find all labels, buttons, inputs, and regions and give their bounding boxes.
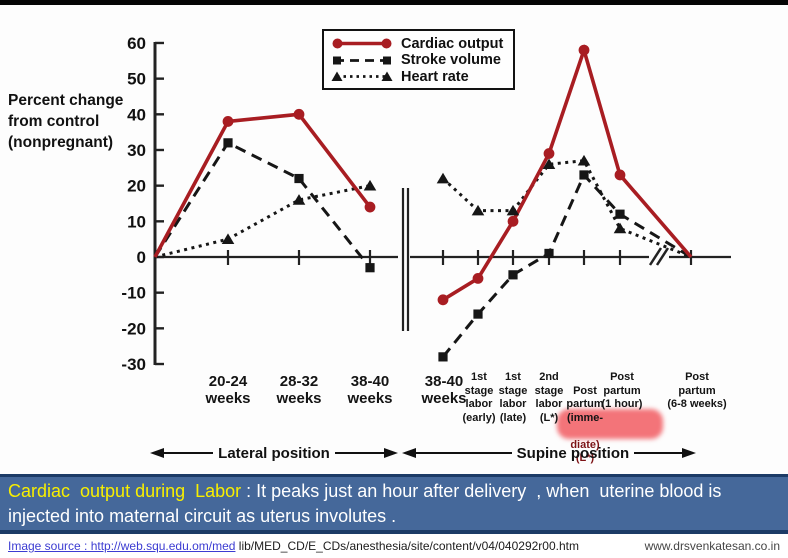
y-tick-label: 60 [127, 34, 146, 53]
x-label-lateral-28-32-weeks: 28-32 weeks [276, 373, 322, 407]
heart-rate-point [292, 194, 306, 205]
stroke-volume-point [508, 270, 518, 280]
stroke-volume-point [473, 309, 483, 319]
cardiac-output-point [507, 215, 519, 227]
stroke-volume-line-sample-icon [333, 56, 391, 64]
arrow-line [164, 451, 214, 455]
axis-break-slash-icon [648, 247, 663, 266]
x-label-1st-stage-late: 1st stage labor (late) [498, 371, 528, 424]
arrow-line [416, 451, 512, 455]
legend-label-cardiac-output: Cardiac output [401, 35, 504, 52]
heart-rate-point [471, 204, 485, 216]
legend-label-stroke-volume: Stroke volume [401, 52, 501, 68]
lateral-position-arrow: Lateral position [150, 444, 398, 462]
x-label-post-partum-immediate-top: Post partum (imme- [566, 384, 604, 424]
x-label-post-partum-immediate-highlighted: diate) (L*) [570, 438, 600, 465]
y-tick-label: -20 [121, 319, 146, 338]
caption-body: : It peaks just an hour after delivery ,… [8, 481, 727, 526]
arrow-line [334, 451, 384, 455]
heart-rate-point [436, 172, 450, 184]
stroke-volume-point [544, 248, 554, 259]
website-credit: www.drsvenkatesan.co.in [644, 539, 780, 553]
cardiac-output-point [364, 201, 376, 213]
heart-rate-point [613, 222, 627, 234]
legend-row-heart-rate: Heart rate [331, 68, 507, 85]
stroke-volume-point [223, 138, 233, 148]
supine-position-label: Supine position [516, 444, 630, 462]
axis-break-slash-icon [655, 247, 670, 266]
image-source-link[interactable]: Image source : http://web.squ.edu.om/med [8, 539, 236, 553]
y-tick-label: 0 [137, 248, 146, 267]
supine-position-arrow: Supine position [402, 444, 696, 462]
legend-row-stroke-volume: Stroke volume [331, 52, 507, 68]
y-tick-label: 30 [127, 141, 146, 160]
heart-rate-point [542, 158, 556, 170]
stroke-volume-point [365, 263, 375, 273]
x-label-lateral-38-40-weeks: 38-40 weeks [347, 373, 393, 407]
cardiac-output-point [437, 294, 449, 306]
stroke-volume-line-lateral [153, 140, 372, 269]
stroke-volume-point [615, 209, 625, 219]
heart-rate-point [506, 204, 520, 216]
y-axis-title: Percent change from control (nonpregnant… [8, 92, 124, 151]
footer-bar: Image source : http://web.squ.edu.om/med… [0, 534, 788, 558]
heart-rate-line-lateral [154, 184, 371, 259]
cardiac-output-point [578, 44, 590, 56]
cardiac-output-point [614, 169, 626, 181]
arrow-right-icon [682, 448, 696, 458]
y-tick-label: 10 [127, 212, 146, 231]
cardiac-output-point [293, 108, 305, 120]
y-tick-label: -30 [121, 355, 146, 374]
heart-rate-line-sample-icon [331, 71, 393, 81]
cardiac-output-point [543, 148, 555, 159]
arrow-left-icon [402, 448, 416, 458]
caption-title: Cardiac output during Labor [8, 481, 242, 501]
x-label-lateral-20-24-weeks: 20-24 weeks [205, 373, 251, 407]
cardiac-output-point [222, 116, 234, 127]
y-tick-label: 50 [127, 70, 146, 89]
cardiac-output-line-lateral [153, 112, 372, 258]
top-border-strip [0, 0, 788, 5]
heart-rate-point [363, 179, 377, 191]
x-label-supine-38-40-weeks: 38-40 weeks [421, 373, 467, 407]
x-label-2nd-stage: 2nd stage labor (L*) [534, 371, 564, 424]
stroke-volume-line-supine [441, 172, 692, 358]
x-label-post-partum-6-8-weeks: Post partum (6-8 weeks) [667, 371, 727, 410]
y-tick-label: 20 [127, 177, 146, 196]
y-tick-label: -10 [121, 284, 146, 303]
chart-canvas: 60 50 40 30 20 10 0 -10 -20 -30 [121, 34, 731, 374]
stroke-volume-point [294, 173, 304, 184]
x-label-1st-stage-early: 1st stage labor (early) [462, 371, 496, 424]
arrow-right-icon [384, 448, 398, 458]
legend-label-heart-rate: Heart rate [401, 68, 469, 85]
stroke-volume-point [438, 352, 448, 362]
arrow-line [634, 451, 682, 455]
postpartum-immediate-highlight [557, 409, 663, 439]
x-label-post-partum-1-hour: Post partum (1 hour) [601, 371, 643, 410]
y-tick-label: 40 [127, 105, 146, 124]
heart-rate-point [577, 154, 591, 166]
x-label-post-partum-immediate: Post partum (imme- diate) (L*) [566, 371, 603, 479]
lateral-position-label: Lateral position [218, 444, 330, 462]
arrow-left-icon [150, 448, 164, 458]
cardiac-output-line-sample-icon [332, 38, 392, 49]
caption-band: Cardiac output during Labor : It peaks j… [0, 474, 788, 534]
cardiac-output-point [472, 273, 484, 284]
chart-legend: Cardiac output Stroke volume Heart rate [322, 29, 515, 90]
legend-row-cardiac-output: Cardiac output [331, 35, 507, 52]
heart-rate-point [221, 233, 235, 244]
stroke-volume-point [579, 170, 589, 180]
image-source-path: lib/MED_CD/E_CDs/anesthesia/site/content… [235, 539, 579, 553]
